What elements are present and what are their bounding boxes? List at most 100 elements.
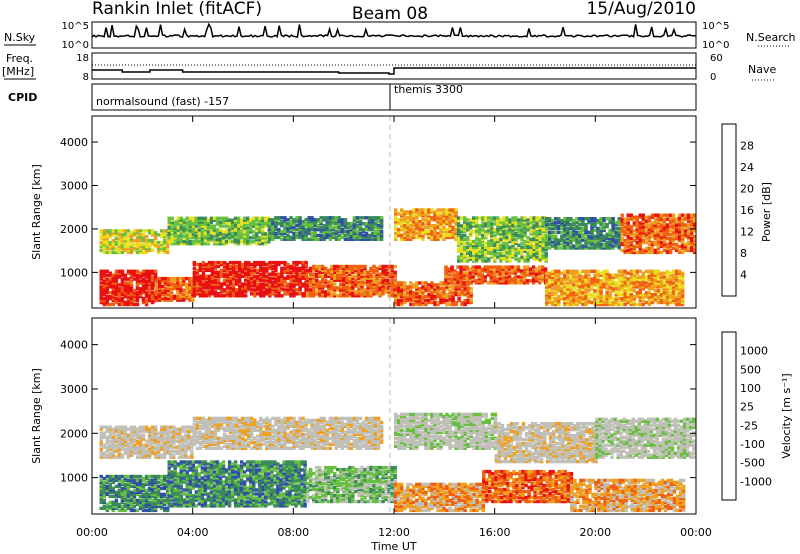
heatmap-cell [390, 294, 394, 298]
heatmap-cell [176, 236, 180, 240]
heatmap-cell [477, 273, 481, 277]
heatmap-cell [483, 275, 487, 279]
heatmap-cell [590, 219, 594, 223]
heatmap-cell [584, 271, 588, 275]
heatmap-cell [599, 271, 603, 275]
heatmap-cell [366, 274, 370, 278]
heatmap-cell [163, 231, 167, 235]
heatmap-cell [179, 284, 183, 289]
heatmap-cell [194, 224, 199, 228]
heatmap-cell [475, 249, 479, 253]
heatmap-cell [406, 298, 410, 303]
heatmap-cell [436, 289, 440, 293]
heatmap-cell [283, 231, 287, 236]
heatmap-cell [237, 230, 241, 234]
colorbar-tick-label: 20 [740, 183, 754, 196]
heatmap-cell [167, 238, 171, 242]
heatmap-cell [132, 271, 137, 275]
heatmap-cell [369, 294, 373, 298]
heatmap-cell [185, 242, 189, 246]
heatmap-cell [620, 283, 624, 287]
heatmap-cell [489, 269, 493, 273]
heatmap-cell [277, 231, 281, 236]
heatmap-cell [481, 239, 485, 244]
heatmap-cell [105, 269, 109, 273]
heatmap-cell [163, 240, 167, 245]
heatmap-cell [475, 224, 479, 228]
heatmap-cell [243, 216, 247, 220]
heatmap-cell [268, 222, 272, 226]
heatmap-cell [369, 290, 373, 294]
heatmap-cell [501, 279, 506, 283]
heatmap-cell [605, 277, 609, 281]
heatmap-cell [280, 231, 284, 236]
heatmap-cell [367, 222, 372, 226]
heatmap-cell [448, 285, 452, 289]
heatmap-cell [626, 296, 630, 301]
heatmap-cell [650, 229, 655, 233]
heatmap-cell [406, 223, 410, 228]
heatmap-cell [499, 257, 503, 261]
heatmap-cell [632, 235, 636, 239]
heatmap-cell [375, 274, 379, 278]
heatmap-cell [578, 240, 582, 244]
heatmap-cell [179, 298, 183, 302]
heatmap-cell [268, 294, 272, 298]
heatmap-cell [170, 232, 174, 236]
heatmap-cell [363, 294, 367, 298]
heatmap-cell [647, 296, 652, 301]
heatmap-cell [442, 293, 446, 297]
heatmap-cell [605, 240, 609, 244]
heatmap-cell [182, 234, 186, 238]
heatmap-cell [532, 245, 536, 250]
heatmap-cell [626, 217, 630, 221]
heatmap-cell [581, 277, 585, 281]
heatmap-cell [572, 279, 576, 283]
heatmap-cell [397, 218, 401, 222]
heatmap-cell [163, 250, 167, 255]
heatmap-cell [164, 276, 168, 281]
heatmap-cell [283, 280, 287, 284]
heatmap-cell [674, 298, 679, 303]
heatmap-cell [671, 219, 676, 223]
heatmap-cell [366, 280, 370, 284]
heatmap-cell [336, 266, 340, 271]
heatmap-cell [466, 255, 470, 259]
heatmap-cell [203, 224, 208, 228]
heatmap-cell [569, 298, 573, 303]
heatmap-cell [321, 292, 325, 296]
heatmap-cell [271, 222, 275, 226]
heatmap-cell [442, 283, 446, 287]
heatmap-cell [363, 282, 367, 286]
heatmap-cell [144, 250, 149, 255]
heatmap-cell [315, 286, 319, 290]
heatmap-cell [623, 269, 627, 273]
heatmap-cell [656, 235, 661, 239]
heatmap-cell [442, 287, 446, 291]
heatmap-cell [280, 223, 284, 228]
heatmap-cell [241, 294, 245, 298]
heatmap-cell [218, 230, 223, 234]
heatmap-cell [415, 220, 419, 224]
heatmap-cell [324, 292, 328, 296]
heatmap-cell [111, 293, 115, 297]
heatmap-cell [144, 302, 149, 307]
heatmap-cell [492, 279, 497, 283]
heatmap-cell [644, 269, 649, 273]
colorbar-tick-label: 12 [740, 226, 754, 239]
heatmap-cell [545, 287, 549, 291]
heatmap-cell [258, 226, 262, 230]
heatmap-cell [403, 227, 407, 232]
heatmap-cell [415, 302, 419, 307]
heatmap-cell [444, 279, 448, 283]
heatmap-cell [352, 220, 357, 224]
heatmap-cell [445, 233, 449, 238]
heatmap-cell [656, 229, 661, 233]
heatmap-cell [611, 273, 615, 277]
heatmap-cell [170, 240, 174, 244]
heatmap-cell [668, 221, 673, 225]
heatmap-cell [465, 279, 469, 283]
heatmap-cell [507, 275, 512, 279]
heatmap-cell [305, 294, 310, 298]
heatmap-cell [381, 280, 385, 284]
